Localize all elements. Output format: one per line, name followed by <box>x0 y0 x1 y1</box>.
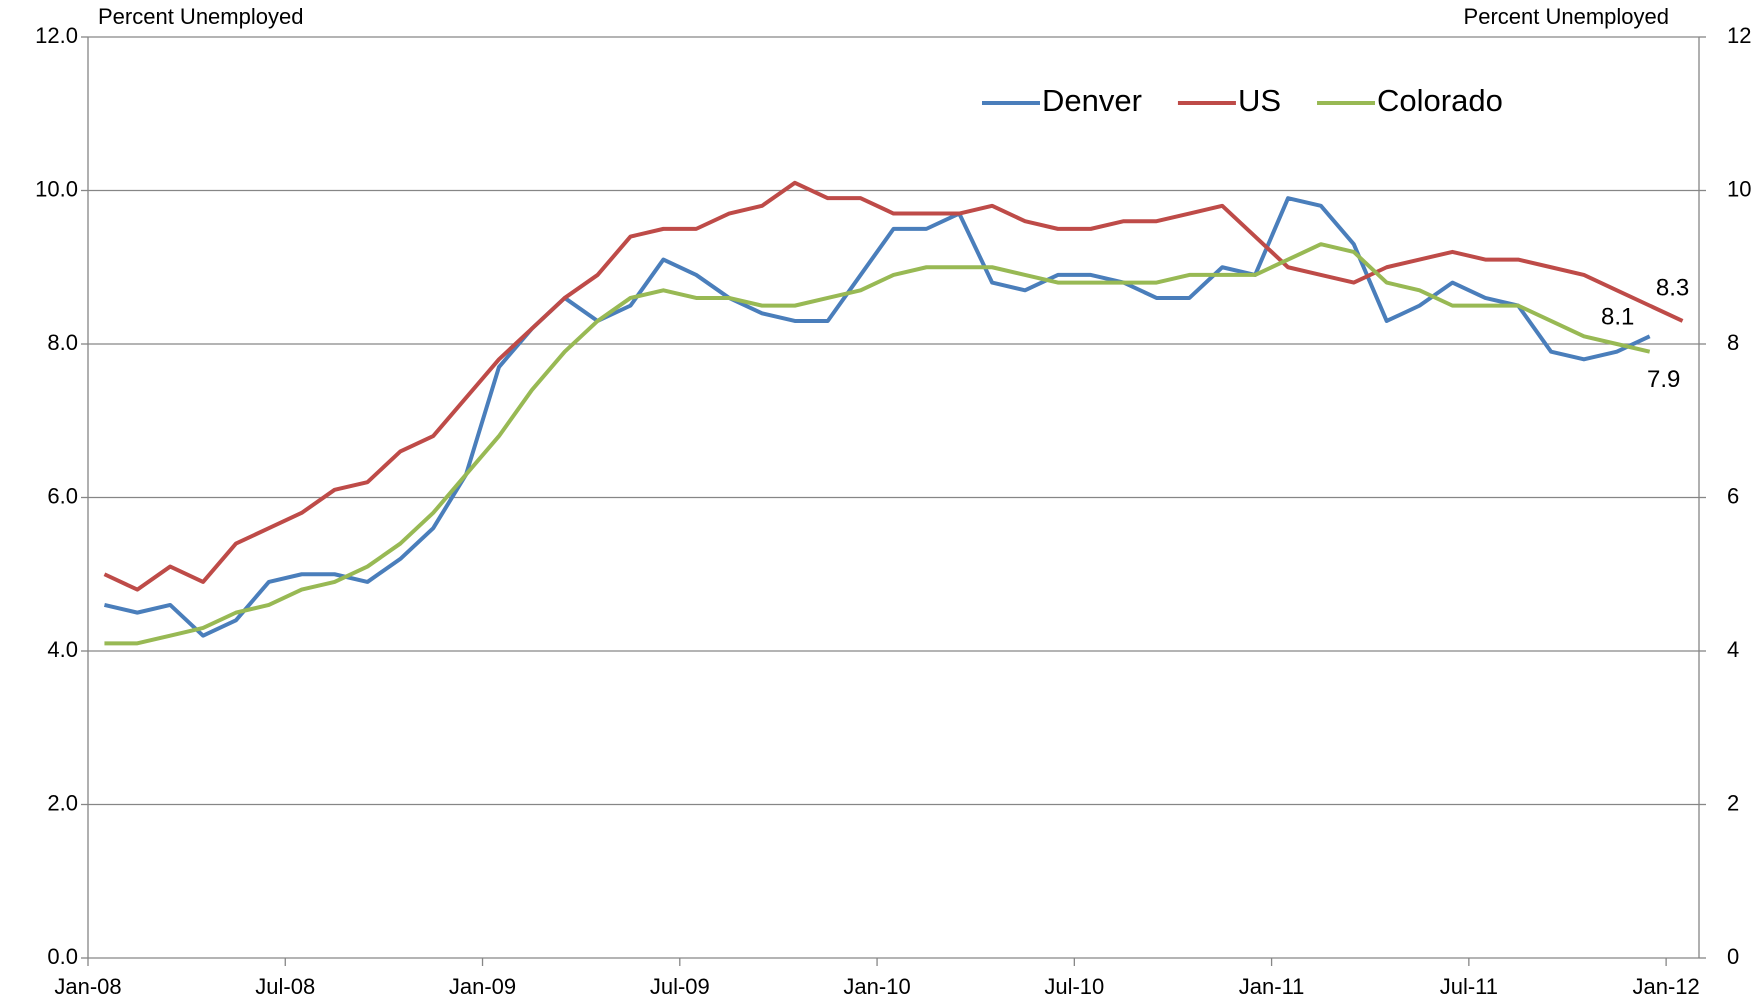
x-tick-label: Jan-09 <box>449 974 516 999</box>
y-tick-label: 8.0 <box>47 330 78 355</box>
series-line <box>103 180 1684 592</box>
y-tick-label: 6.0 <box>47 483 78 508</box>
y2-tick-label: 8 <box>1727 330 1739 355</box>
data-label: 7.9 <box>1647 366 1680 393</box>
legend-label: US <box>1238 83 1281 118</box>
series-line <box>104 242 1651 646</box>
x-tick-label: Jul-11 <box>1440 974 1498 999</box>
data-label: 8.1 <box>1601 304 1634 331</box>
x-tick-label: Jul-09 <box>650 974 710 999</box>
x-tick-label: Jul-10 <box>1044 974 1104 999</box>
y-tick-label: 12.0 <box>35 23 78 48</box>
x-tick-label: Jan-08 <box>54 974 121 999</box>
y2-tick-label: 0 <box>1727 944 1739 969</box>
legend-label: Colorado <box>1377 83 1503 118</box>
y-axis-label: Percent Unemployed <box>98 4 303 29</box>
y2-tick-label: 10 <box>1727 176 1751 201</box>
y2-axis-label: Percent Unemployed <box>1464 4 1669 29</box>
series-line <box>103 196 1651 638</box>
y2-tick-label: 2 <box>1727 790 1739 815</box>
y-tick-label: 2.0 <box>47 790 78 815</box>
legend-label: Denver <box>1042 83 1142 118</box>
x-tick-label: Jan-11 <box>1239 974 1305 999</box>
y2-tick-label: 4 <box>1727 637 1739 662</box>
y2-tick-label: 6 <box>1727 483 1739 508</box>
y2-tick-label: 12 <box>1727 23 1751 48</box>
data-label: 8.3 <box>1656 274 1689 301</box>
x-tick-label: Jan-10 <box>843 974 910 999</box>
y-tick-label: 4.0 <box>47 637 78 662</box>
y-tick-label: 0.0 <box>47 944 78 969</box>
y-tick-label: 10.0 <box>35 176 78 201</box>
x-tick-label: Jan-12 <box>1632 974 1699 999</box>
x-tick-label: Jul-08 <box>255 974 315 999</box>
